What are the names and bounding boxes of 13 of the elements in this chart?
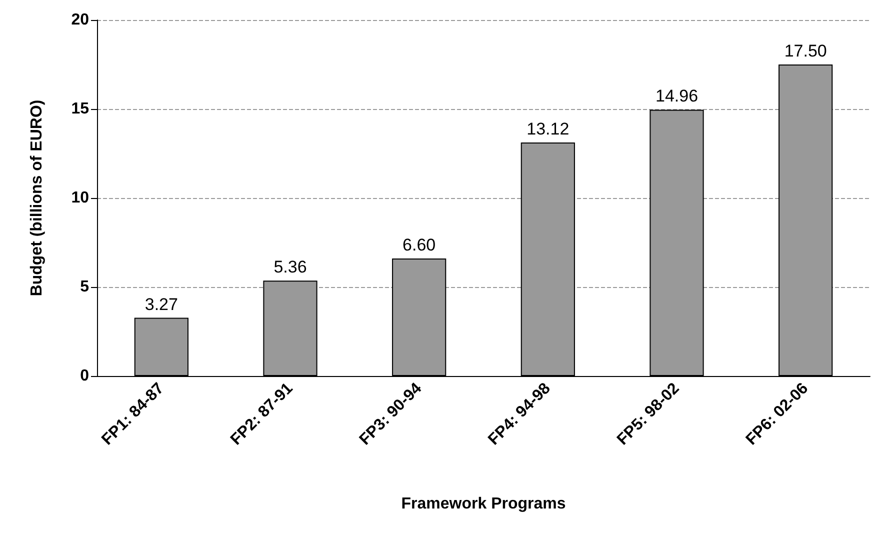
data-label: 3.27: [144, 294, 178, 314]
data-label: 5.36: [274, 258, 307, 277]
x-axis-title: Framework Programs: [401, 496, 566, 512]
y-tick-label: 15: [71, 100, 90, 118]
y-tick-label: 5: [80, 278, 90, 296]
data-label: 13.12: [526, 119, 570, 138]
y-tick-label: 20: [71, 12, 90, 28]
y-tick-label: 10: [71, 190, 90, 206]
data-label: 14.96: [655, 86, 698, 106]
data-label: 17.50: [784, 42, 827, 60]
data-label: 6.60: [402, 236, 436, 255]
y-tick-label: 0: [80, 368, 90, 384]
y-axis-title: Budget (billions of EURO): [28, 100, 46, 296]
